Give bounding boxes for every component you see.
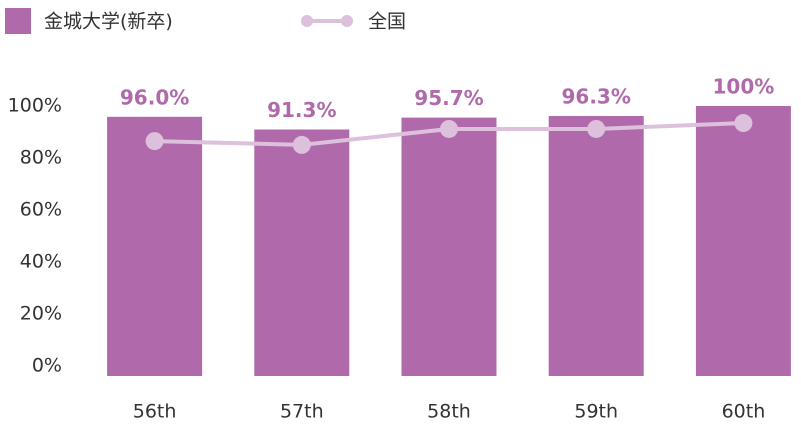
line-point (587, 119, 606, 138)
legend-label: 金城大学(新卒) (44, 11, 173, 33)
x-tick-label: 58th (427, 401, 471, 423)
y-tick-label: 20% (20, 303, 62, 325)
line-point (734, 114, 753, 133)
y-tick-label: 60% (20, 199, 62, 221)
data-label: 91.3% (267, 98, 336, 122)
bar (548, 115, 644, 377)
line-point (145, 132, 164, 151)
line-point (440, 119, 458, 138)
data-label: 100% (713, 75, 775, 99)
legend-label: 全国 (368, 11, 406, 33)
bar (695, 106, 791, 376)
x-tick-label: 56th (133, 401, 177, 423)
y-tick-label: 40% (20, 251, 62, 273)
y-tick-label: 100% (8, 95, 62, 117)
legend-swatch (5, 8, 31, 34)
bar (254, 129, 350, 376)
x-tick-label: 59th (574, 401, 618, 423)
data-label: 96.0% (120, 85, 189, 109)
y-tick-label: 0% (32, 355, 62, 377)
y-tick-label: 80% (20, 147, 62, 169)
data-label: 96.3% (562, 84, 631, 108)
data-label: 95.7% (414, 86, 483, 110)
bar (401, 117, 497, 377)
line-point (292, 135, 311, 154)
x-tick-label: 57th (280, 401, 324, 423)
legend-swatch (341, 15, 353, 27)
x-tick-label: 60th (722, 401, 766, 423)
legend-swatch (301, 15, 313, 27)
bar (107, 116, 203, 377)
